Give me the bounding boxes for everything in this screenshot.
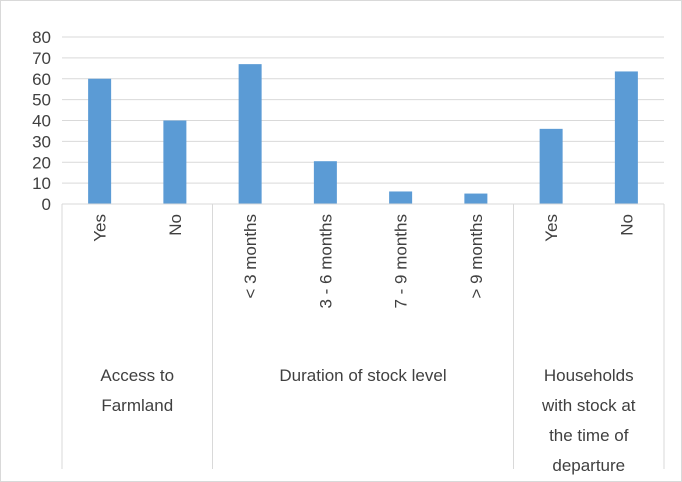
category-label: Yes [542,214,561,242]
bar-3 [313,161,337,204]
bars [88,64,638,204]
y-tick-label: 60 [32,70,51,89]
y-tick-label: 50 [32,91,51,110]
bar-0 [88,78,112,204]
bar-5 [464,193,488,204]
group-label: departure [552,456,625,475]
category-label: No [166,214,185,236]
y-tick-label: 10 [32,174,51,193]
group-label: Farmland [101,396,173,415]
y-tick-label: 20 [32,153,51,172]
y-tick-label: 40 [32,112,51,131]
y-tick-label: 30 [32,132,51,151]
bar-7 [614,71,638,204]
axes [61,203,665,469]
y-tick-label: 80 [32,28,51,47]
category-label: > 9 months [467,214,486,299]
group-label: Access to [100,366,174,385]
bar-6 [539,128,563,204]
category-label: 7 - 9 months [392,214,411,309]
bar-4 [389,191,413,204]
category-label: < 3 months [241,214,260,299]
gridlines [62,36,664,184]
category-label: Yes [91,214,110,242]
group-label: Households [544,366,634,385]
y-tick-label: 70 [32,49,51,68]
bar-1 [163,120,187,204]
category-label: 3 - 6 months [316,214,335,309]
group-label: Duration of stock level [279,366,446,385]
group-label: with stock at [541,396,636,415]
bar-2 [238,64,262,204]
category-label: No [617,214,636,236]
y-tick-label: 0 [42,195,51,214]
group-label: the time of [549,426,629,445]
